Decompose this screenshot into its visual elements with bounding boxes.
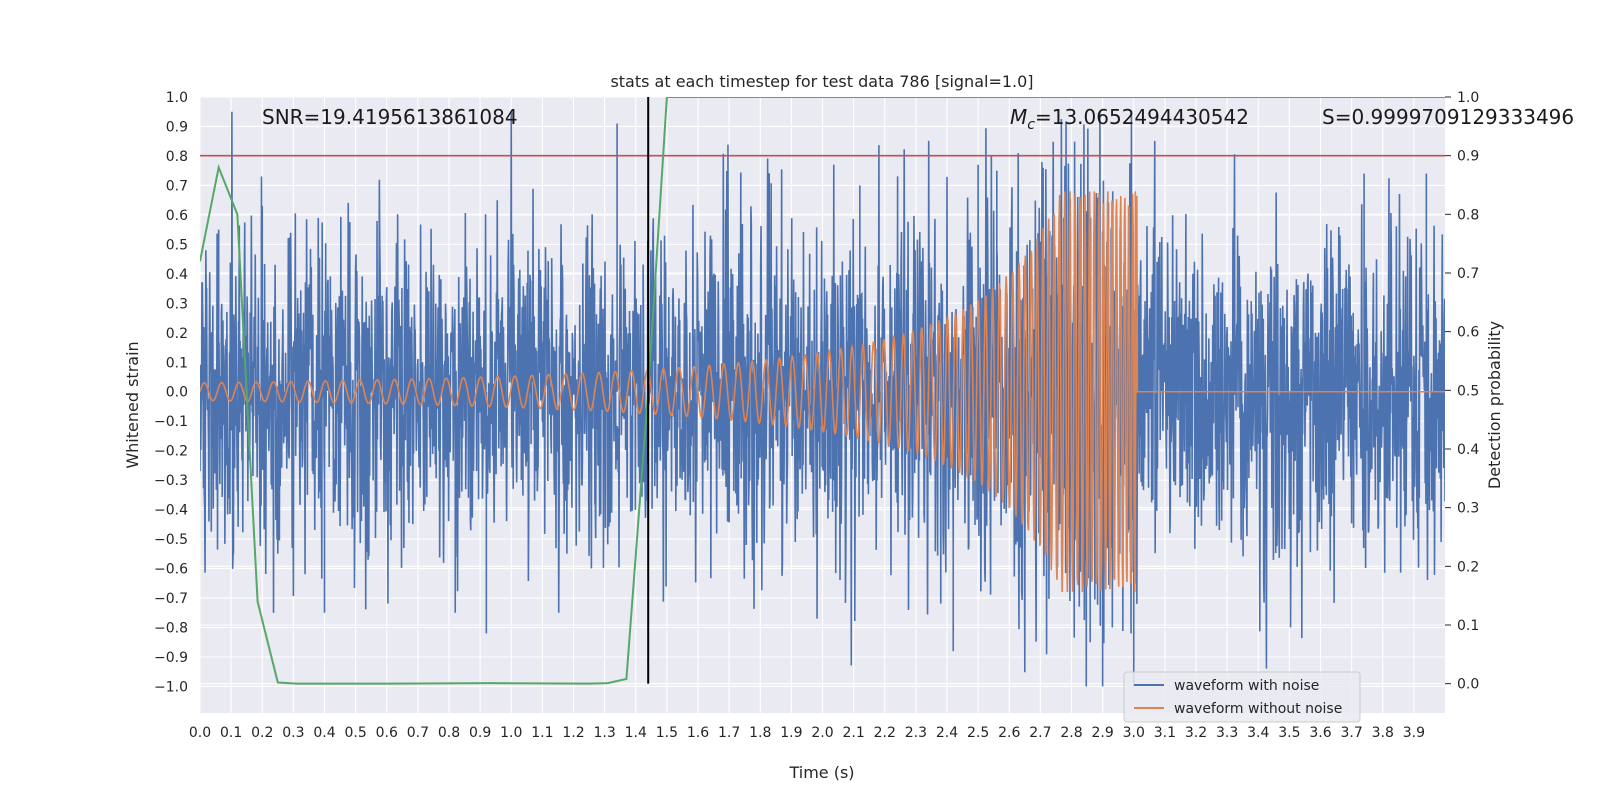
x-tick-label: 3.9 — [1403, 725, 1425, 741]
series-detection-probability — [200, 97, 1445, 685]
x-tick-label: 1.6 — [687, 725, 709, 741]
x-tick-label: 3.8 — [1372, 725, 1394, 741]
y-axis-label: Whitened strain — [123, 341, 142, 468]
legend-label-noise: waveform with noise — [1174, 678, 1319, 694]
y-tick-label: 0.8 — [166, 149, 188, 165]
right-y-axis-label: Detection probability — [1485, 321, 1504, 489]
x-tick-label: 1.1 — [531, 725, 553, 741]
x-tick-label: 2.8 — [1060, 725, 1082, 741]
y-tick-label: 0.6 — [166, 208, 188, 224]
series-waveform-without-noise — [200, 191, 1445, 593]
x-tick-label: 0.7 — [407, 725, 429, 741]
chirp-mass-value: =13.0652494430542 — [1035, 105, 1249, 129]
x-tick-label: 3.7 — [1340, 725, 1362, 741]
y-tick-label: −0.2 — [154, 444, 188, 460]
x-tick-label: 0.4 — [313, 725, 335, 741]
right-y-tick-label: 1.0 — [1457, 90, 1479, 106]
x-tick-label: 3.6 — [1309, 725, 1331, 741]
x-tick-label: 0.5 — [344, 725, 366, 741]
y-tick-label: −0.6 — [154, 562, 188, 578]
x-tick-label: 1.0 — [500, 725, 522, 741]
x-tick-label: 0.8 — [438, 725, 460, 741]
right-y-tick-label: 0.7 — [1457, 266, 1479, 282]
x-tick-label: 2.9 — [1091, 725, 1113, 741]
y-tick-label: 0.4 — [166, 267, 188, 283]
s-annotation: S=0.9999709129333496 — [1322, 105, 1574, 129]
chirp-mass-symbol: M — [1010, 105, 1027, 129]
legend-label-clean: waveform without noise — [1174, 701, 1342, 717]
x-tick-label: 1.5 — [656, 725, 678, 741]
legend: waveform with noise waveform without noi… — [1123, 671, 1361, 723]
x-tick-label: 1.8 — [749, 725, 771, 741]
x-tick-label: 0.0 — [189, 725, 211, 741]
x-tick-label: 0.1 — [220, 725, 242, 741]
chirp-mass-annotation: Mc=13.0652494430542 — [1010, 105, 1249, 133]
x-tick-label: 2.6 — [998, 725, 1020, 741]
y-tick-label: −0.1 — [154, 414, 188, 430]
x-tick-label: 2.1 — [842, 725, 864, 741]
right-y-tick-labels: 1.0 0.9 0.8 0.7 0.6 0.5 0.4 0.3 0.2 0.1 0.0 — [1445, 90, 1479, 693]
x-tick-label: 3.5 — [1278, 725, 1300, 741]
right-y-tick-label: 0.0 — [1457, 677, 1479, 693]
y-tick-label: −0.3 — [154, 473, 188, 489]
right-y-tick-label: 0.9 — [1457, 149, 1479, 165]
y-tick-label: 0.2 — [166, 326, 188, 342]
y-tick-label: −0.9 — [154, 650, 188, 666]
right-y-tick-label: 0.1 — [1457, 618, 1479, 634]
x-tick-label: 2.5 — [967, 725, 989, 741]
x-tick-label: 3.2 — [1185, 725, 1207, 741]
chart-title: stats at each timestep for test data 786… — [610, 72, 1033, 91]
x-tick-label: 2.3 — [905, 725, 927, 741]
right-y-tick-label: 0.5 — [1457, 383, 1479, 399]
x-tick-label: 1.2 — [562, 725, 584, 741]
series-waveform-with-noise — [200, 111, 1445, 687]
chirp-mass-subscript: c — [1027, 117, 1035, 133]
x-tick-label: 2.2 — [874, 725, 896, 741]
legend-box — [1123, 671, 1361, 723]
x-tick-label: 0.2 — [251, 725, 273, 741]
x-tick-label: 0.6 — [376, 725, 398, 741]
right-y-tick-label: 0.6 — [1457, 325, 1479, 341]
snr-annotation: SNR=19.4195613861084 — [262, 105, 518, 129]
right-y-tick-label: 0.8 — [1457, 207, 1479, 223]
x-tick-label: 1.7 — [718, 725, 740, 741]
y-tick-labels: 1.0 0.9 0.8 0.7 0.6 0.5 0.4 0.3 0.2 0.1 0.0 −0.1 −0.… — [154, 90, 188, 695]
right-y-tick-label: 0.4 — [1457, 442, 1479, 458]
right-y-tick-label: 0.3 — [1457, 501, 1479, 517]
x-tick-label: 1.3 — [593, 725, 615, 741]
x-tick-label: 1.4 — [625, 725, 647, 741]
x-tick-label: 2.4 — [936, 725, 958, 741]
x-tick-labels: 0.0 0.1 0.2 0.3 0.4 0.5 0.6 0.7 0.8 0.9 1.0 1.1 1.2 1… — [189, 725, 1425, 741]
x-tick-label: 3.4 — [1247, 725, 1269, 741]
x-tick-label: 3.0 — [1123, 725, 1145, 741]
y-tick-label: 0.5 — [166, 237, 188, 253]
y-tick-label: −1.0 — [154, 679, 188, 695]
x-tick-label: 2.7 — [1029, 725, 1051, 741]
right-y-tick-label: 0.2 — [1457, 559, 1479, 575]
y-tick-label: −0.5 — [154, 532, 188, 548]
y-tick-label: −0.7 — [154, 591, 188, 607]
x-tick-label: 2.0 — [811, 725, 833, 741]
y-tick-label: 0.9 — [166, 119, 188, 135]
y-tick-label: −0.8 — [154, 621, 188, 637]
y-tick-label: −0.4 — [154, 503, 188, 519]
x-tick-label: 0.9 — [469, 725, 491, 741]
y-tick-label: 1.0 — [166, 90, 188, 106]
x-tick-label: 1.9 — [780, 725, 802, 741]
x-tick-label: 0.3 — [282, 725, 304, 741]
x-axis-label: Time (s) — [788, 763, 854, 782]
x-tick-label: 3.3 — [1216, 725, 1238, 741]
y-tick-label: 0.0 — [166, 385, 188, 401]
y-tick-label: 0.1 — [166, 355, 188, 371]
y-tick-label: 0.7 — [166, 178, 188, 194]
y-tick-label: 0.3 — [166, 296, 188, 312]
x-tick-label: 3.1 — [1154, 725, 1176, 741]
